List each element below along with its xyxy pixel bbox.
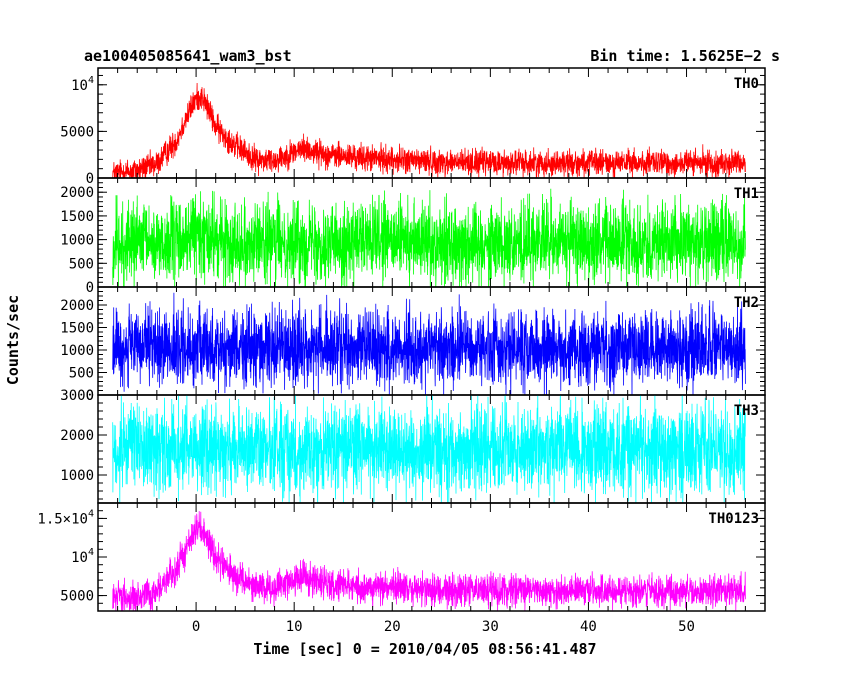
y-tick-label: 2000	[60, 185, 94, 201]
series-th0	[112, 82, 746, 178]
y-tick-label: 0	[86, 388, 94, 404]
y-tick-label: 500	[69, 256, 94, 272]
x-tick-label: 10	[286, 619, 303, 635]
y-tick-label: 5000	[60, 589, 94, 605]
y-tick-label: 0	[86, 280, 94, 296]
bin-time-label: Bin time: 1.5625E−2 s	[590, 47, 780, 65]
panel-th0123: 5000 104 1.5×104 TH0123 0 10 20 30 40 50	[37, 502, 766, 635]
y-axis-label: Counts/sec	[4, 295, 22, 385]
y-tick-label: 3000	[60, 388, 94, 404]
y-tick-label: 1000	[60, 233, 94, 249]
y-tick-label: 5000	[60, 124, 94, 140]
x-tick-label: 30	[482, 619, 499, 635]
panel-label: TH2	[734, 295, 759, 311]
y-tick-label: 1.5×104	[37, 508, 94, 527]
x-tick-label: 20	[384, 619, 401, 635]
panel-th1: 0 500 1000 1500 2000 TH1	[60, 177, 766, 296]
series-th0123	[112, 511, 746, 611]
panel-label: TH1	[734, 186, 759, 202]
y-tick-label: 500	[69, 366, 94, 382]
y-tick-label: 2000	[60, 298, 94, 314]
panel-th3: 1000 2000 3000 TH3	[60, 388, 766, 504]
chart-title: ae100405085641_wam3_bst	[84, 47, 292, 65]
x-tick-label: 50	[678, 619, 695, 635]
y-tick-label: 1500	[60, 321, 94, 337]
series-th3	[112, 395, 746, 503]
y-tick-label: 1000	[60, 343, 94, 359]
x-tick-label: 40	[580, 619, 597, 635]
y-tick-label: 1000	[60, 468, 94, 484]
series-th1	[112, 188, 746, 287]
y-tick-label: 104	[71, 75, 94, 94]
y-tick-label: 2000	[60, 428, 94, 444]
x-axis-label: Time [sec] 0 = 2010/04/05 08:56:41.487	[253, 640, 596, 658]
y-tick-label: 0	[86, 171, 94, 187]
panel-th2: 0 500 1000 1500 2000 TH2	[60, 286, 766, 404]
panel-label: TH0123	[708, 511, 759, 527]
x-tick-label: 0	[192, 619, 200, 635]
panel-label: TH3	[734, 403, 759, 419]
y-tick-label: 104	[71, 547, 94, 566]
panel-label: TH0	[734, 76, 759, 92]
series-th2	[112, 292, 746, 395]
y-tick-label: 1500	[60, 209, 94, 225]
panel-th0: 0 5000 104 TH0	[60, 67, 766, 187]
